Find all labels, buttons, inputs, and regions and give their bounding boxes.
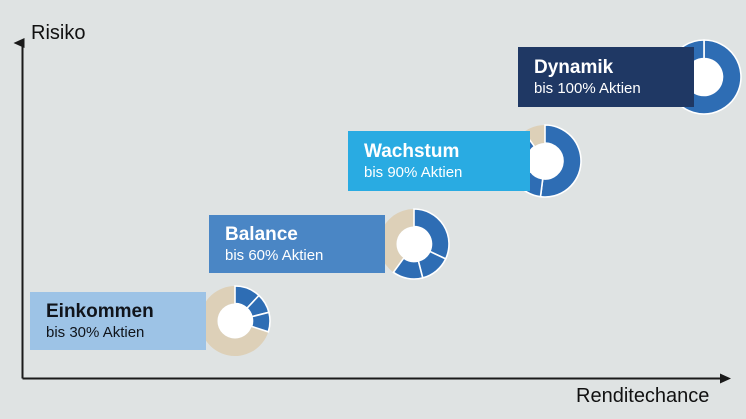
tier-subtitle-einkommen: bis 30% Aktien: [46, 323, 145, 341]
donut-segment-equity-3: [392, 257, 424, 280]
tier-subtitle-balance: bis 60% Aktien: [225, 246, 324, 264]
x-axis-label: Renditechance: [576, 385, 710, 407]
donut-chart-balance: [377, 207, 451, 281]
tier-box-wachstum[interactable]: Wachstum bis 90% Aktien: [348, 131, 530, 191]
donut-hub: [396, 226, 432, 262]
y-axis-label: Risiko: [31, 22, 86, 44]
tier-box-balance[interactable]: Balance bis 60% Aktien: [209, 215, 385, 273]
donut-segment-bond: [379, 209, 414, 273]
tier-box-dynamik[interactable]: Dynamik bis 100% Aktien: [518, 47, 694, 107]
donut-segment-bond: [523, 125, 545, 147]
tier-title-wachstum: Wachstum: [364, 140, 460, 162]
donut-chart-einkommen: [198, 284, 272, 358]
tier-box-einkommen[interactable]: Einkommen bis 30% Aktien: [30, 292, 206, 350]
donut-hub: [217, 303, 253, 339]
donut-segment-bond: [200, 286, 269, 356]
tier-title-dynamik: Dynamik: [534, 56, 614, 78]
donut-hub: [685, 58, 723, 96]
tier-title-balance: Balance: [225, 223, 298, 245]
tier-title-einkommen: Einkommen: [46, 300, 154, 322]
donut-hub: [527, 143, 563, 179]
tier-subtitle-dynamik: bis 100% Aktien: [534, 79, 641, 97]
tier-subtitle-wachstum: bis 90% Aktien: [364, 163, 463, 181]
